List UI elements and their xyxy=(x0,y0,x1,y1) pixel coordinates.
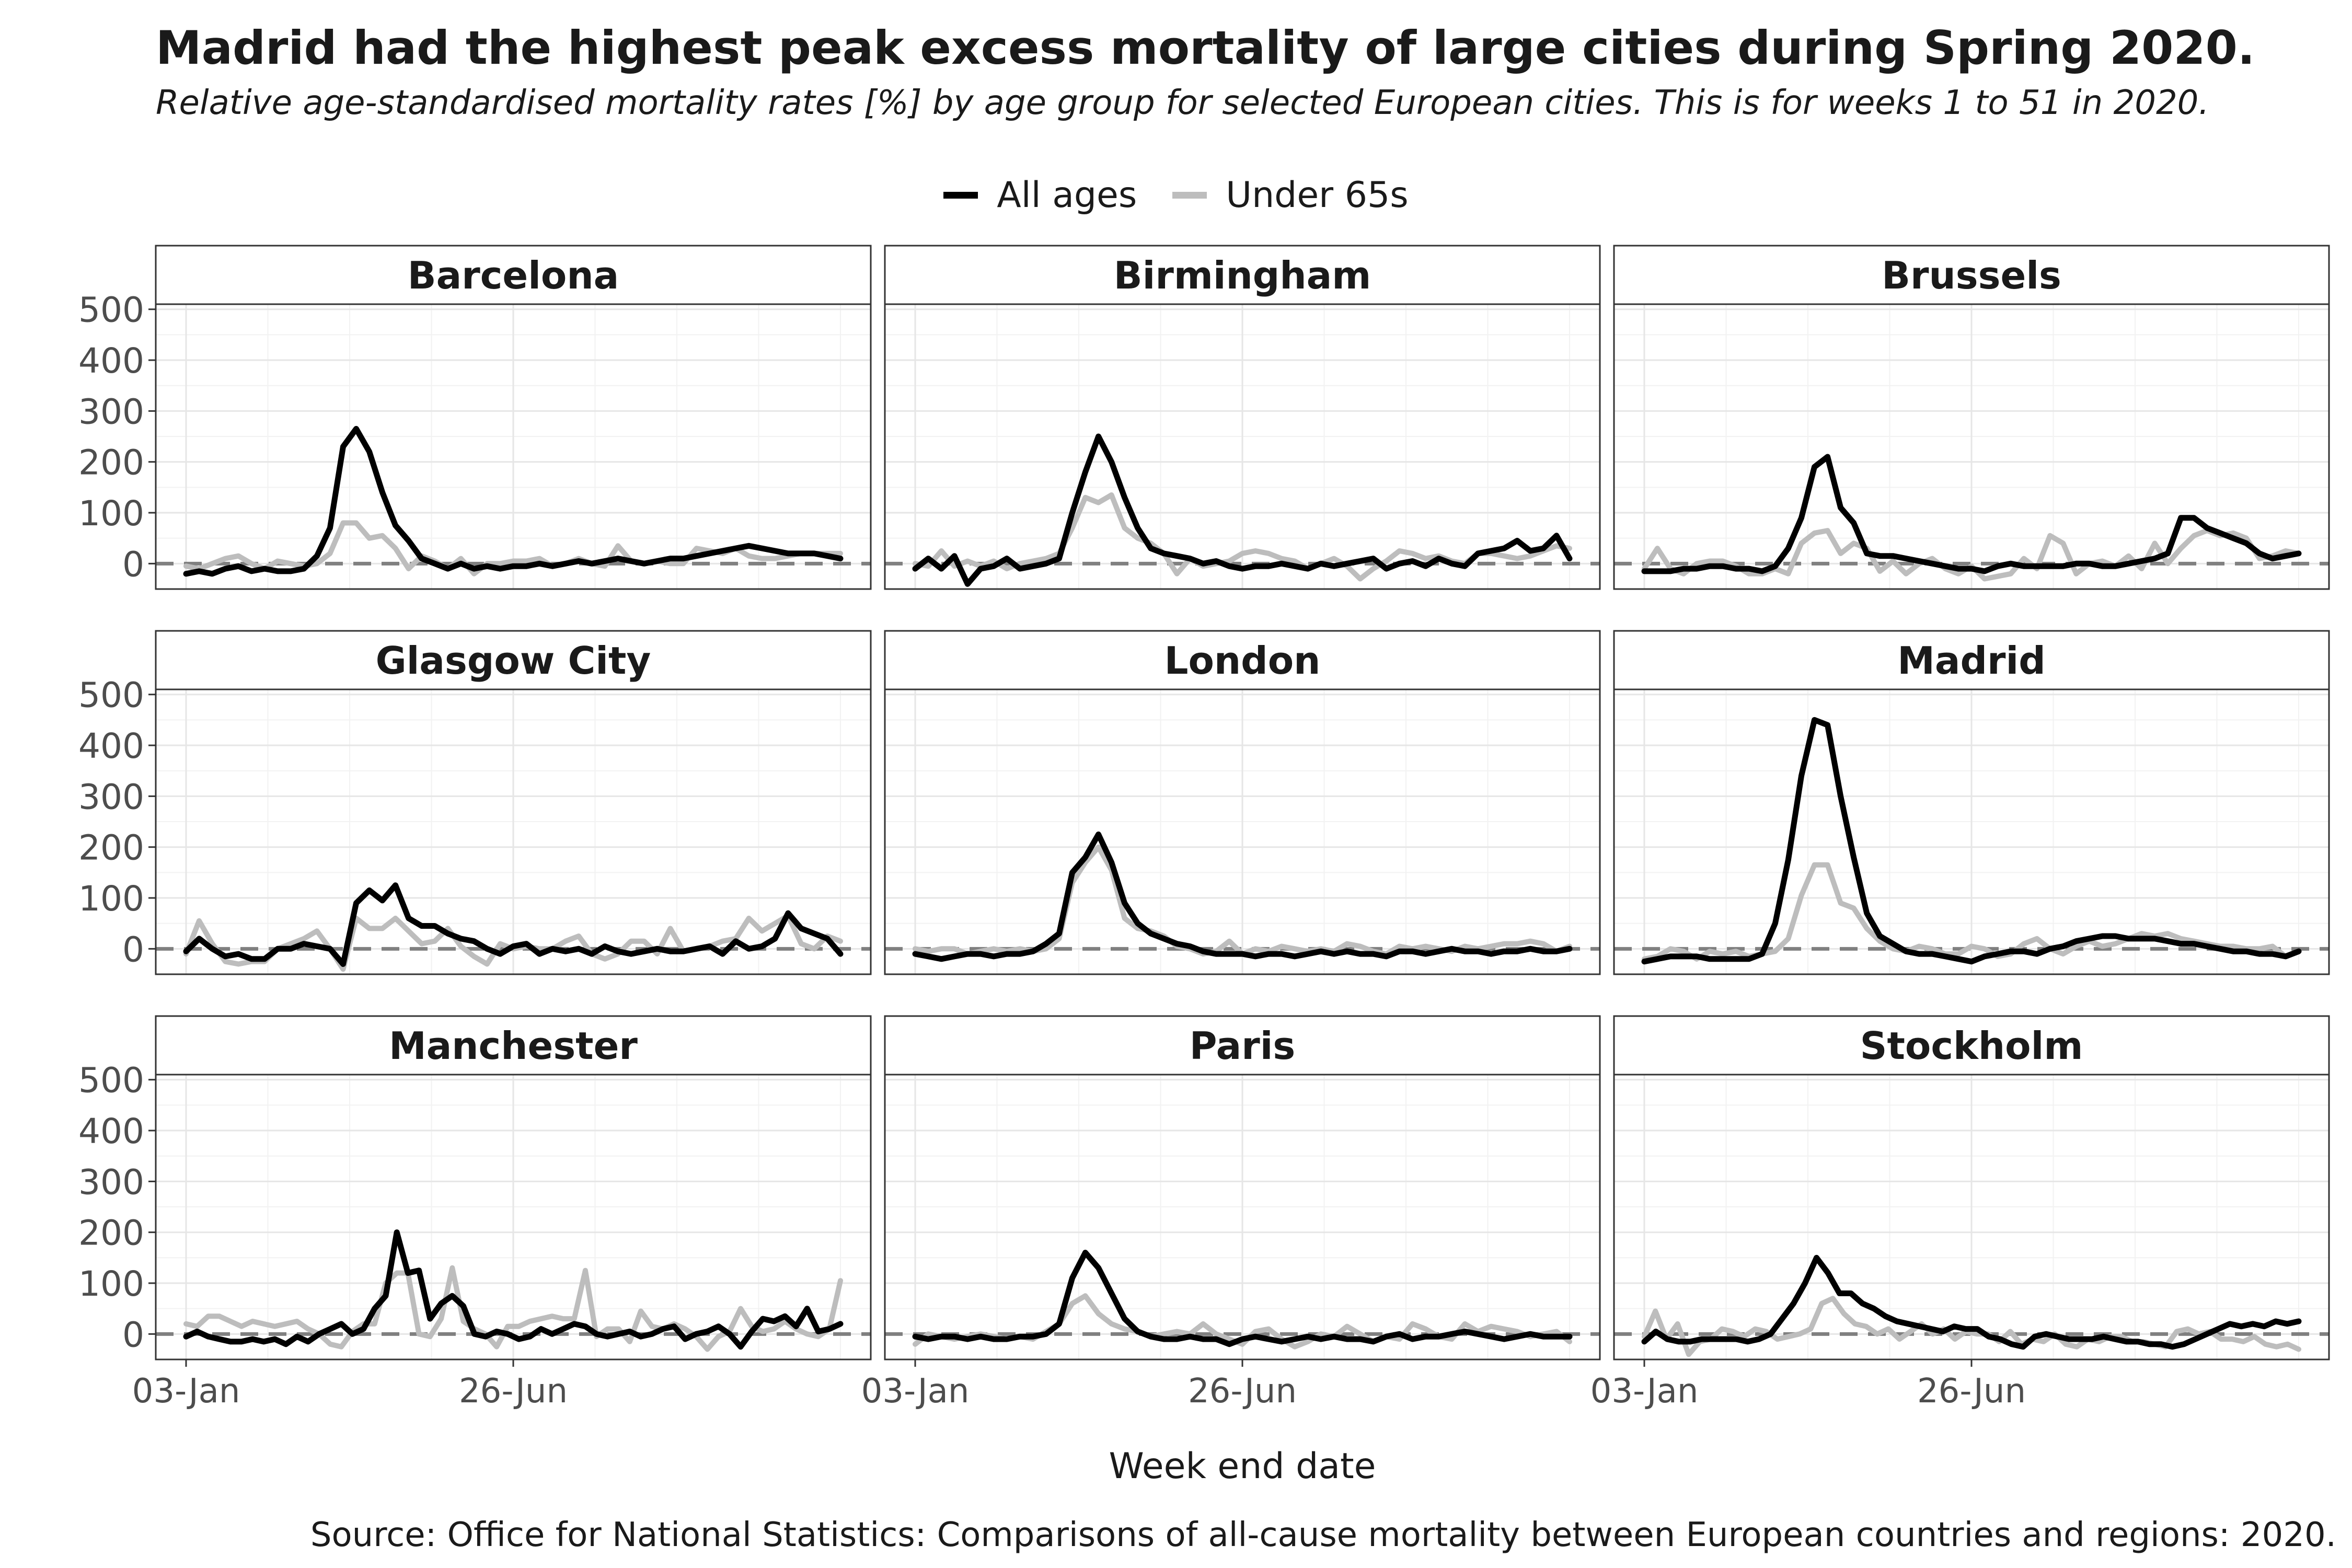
y-tick-label: 400 xyxy=(78,1111,144,1151)
y-tick-label: 400 xyxy=(78,341,144,381)
panel-strip xyxy=(884,1015,1601,1076)
series-line-all-ages xyxy=(1641,454,2302,574)
legend-label-under-65s: Under 65s xyxy=(1226,174,1409,216)
series-line-under-65s xyxy=(1642,1296,2301,1357)
series-line-all-ages xyxy=(912,831,1573,962)
x-tick-label: 03-Jan xyxy=(861,1372,970,1411)
panel-border xyxy=(1613,688,2330,975)
panel-border xyxy=(884,303,1601,590)
panel-brussels: Brussels xyxy=(1613,245,2330,590)
y-tick-label: 100 xyxy=(78,493,144,534)
panel-manchester: Manchester 0 100 200 300 400 500 03-Jan 26-Jun xyxy=(78,1015,872,1411)
legend-key-all-ages xyxy=(943,191,978,199)
legend-item-all-ages: All ages xyxy=(943,175,1137,216)
legend-item-under-65s: Under 65s xyxy=(1172,174,1409,216)
x-tick-label: 26-Jun xyxy=(1188,1372,1297,1411)
panel-title: Brussels xyxy=(1882,253,2061,297)
source-note: Source: Office for National Statistics: … xyxy=(310,1516,2336,1554)
panel-title: Paris xyxy=(1190,1024,1295,1068)
series-line-all-ages xyxy=(1641,717,2302,965)
chart-title: Madrid had the highest peak excess morta… xyxy=(156,21,2255,75)
panel-title: Glasgow City xyxy=(376,639,651,683)
panel-stockholm: Stockholm 03-Jan 26-Jun xyxy=(1590,1015,2330,1411)
y-tick-label: 200 xyxy=(78,1213,144,1253)
legend-label-all-ages: All ages xyxy=(997,174,1137,216)
panel-border xyxy=(155,688,872,975)
y-tick-label: 300 xyxy=(78,777,144,817)
panel-paris: Paris 03-Jan 26-Jun xyxy=(861,1015,1601,1411)
panel-strip xyxy=(155,1015,872,1076)
panel-london: London xyxy=(884,630,1601,975)
panel-strip xyxy=(1613,245,2330,305)
x-tick-label: 03-Jan xyxy=(1590,1372,1699,1411)
y-tick-label: 500 xyxy=(78,290,144,330)
y-tick-label: 200 xyxy=(78,443,144,483)
series-line-all-ages xyxy=(183,425,844,577)
panel-title: Manchester xyxy=(389,1024,638,1068)
panel-border xyxy=(1613,303,2330,590)
legend: All ages Under 65s xyxy=(0,166,2352,224)
y-tick-label: 200 xyxy=(78,828,144,868)
panel-border xyxy=(155,303,872,590)
y-tick-label: 100 xyxy=(78,879,144,919)
x-tick-label: 03-Jan xyxy=(132,1372,240,1411)
panel-strip xyxy=(155,630,872,690)
series-line-all-ages xyxy=(912,433,1573,587)
panel-border xyxy=(884,688,1601,975)
series-line-all-ages xyxy=(1641,1254,2302,1350)
panel-madrid: Madrid xyxy=(1613,630,2330,975)
panel-title: Birmingham xyxy=(1114,253,1371,297)
panel-title: London xyxy=(1165,639,1321,683)
y-tick-label: 0 xyxy=(122,929,144,970)
y-tick-label: 100 xyxy=(78,1264,144,1304)
y-tick-label: 300 xyxy=(78,1162,144,1202)
y-tick-label: 0 xyxy=(122,544,144,584)
series-line-under-65s xyxy=(183,1265,843,1352)
chart-subtitle: Relative age-standardised mortality rate… xyxy=(156,84,2209,122)
series-line-all-ages xyxy=(912,1250,1573,1347)
y-tick-label: 0 xyxy=(122,1315,144,1355)
y-tick-label: 500 xyxy=(78,675,144,716)
panel-barcelona: Barcelona 0 100 200 300 400 500 xyxy=(78,245,872,590)
panel-strip xyxy=(1613,1015,2330,1076)
y-tick-label: 400 xyxy=(78,726,144,766)
panel-glasgow-city: Glasgow City 0 100 200 300 400 500 xyxy=(78,630,872,975)
x-axis-title: Week end date xyxy=(1109,1446,1376,1487)
series-line-all-ages xyxy=(183,882,844,967)
panel-title: Madrid xyxy=(1897,639,2046,683)
series-line-all-ages xyxy=(183,1229,844,1350)
panel-strip xyxy=(1613,630,2330,690)
panel-birmingham: Birmingham xyxy=(884,245,1601,590)
panel-title: Stockholm xyxy=(1860,1024,2083,1068)
y-tick-label: 300 xyxy=(78,391,144,432)
panel-title: Barcelona xyxy=(408,253,619,297)
legend-key-under-65s xyxy=(1172,191,1207,199)
y-tick-label: 500 xyxy=(78,1060,144,1101)
x-tick-label: 26-Jun xyxy=(459,1372,568,1411)
panel-strip xyxy=(884,245,1601,305)
x-tick-label: 26-Jun xyxy=(1917,1372,2026,1411)
panel-strip xyxy=(155,245,872,305)
